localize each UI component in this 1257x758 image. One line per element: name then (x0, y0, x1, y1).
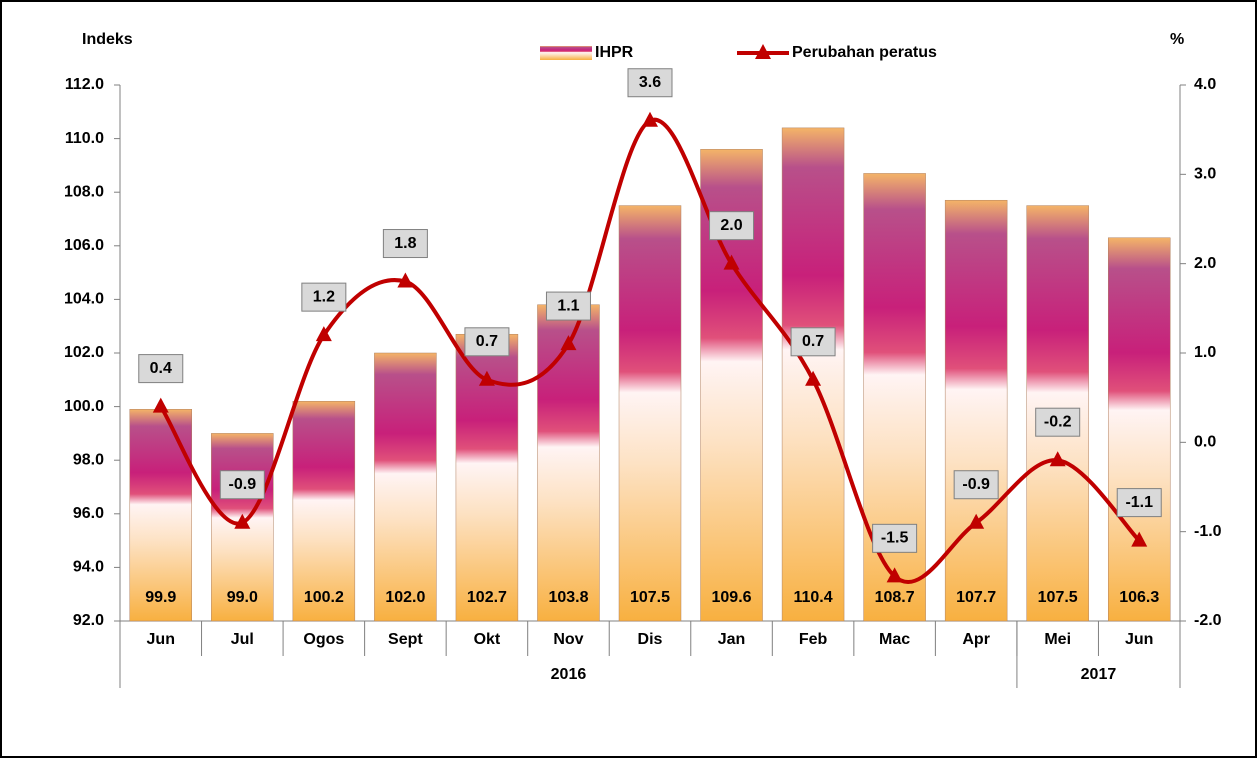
line-marker (968, 513, 985, 529)
line-marker (886, 567, 903, 583)
y2-tick-label: 1.0 (1194, 344, 1216, 361)
line-value-label: -0.2 (1044, 413, 1072, 430)
legend-marker (755, 44, 771, 59)
y2-tick-label: -1.0 (1194, 523, 1222, 540)
x-tick-label: Nov (553, 631, 583, 648)
y-tick-label: 96.0 (73, 505, 104, 522)
x-tick-label: Apr (962, 631, 990, 648)
line-marker (723, 254, 740, 270)
line-marker (478, 370, 495, 386)
x-tick-label: Ogos (303, 631, 344, 648)
bar (374, 352, 437, 622)
line-value-label: 3.6 (639, 74, 661, 91)
value-label-box (301, 282, 347, 312)
value-label-box (1035, 407, 1081, 437)
y2-tick-label: -2.0 (1194, 612, 1222, 629)
line-marker (397, 272, 414, 288)
bar-value-label: 100.2 (304, 589, 344, 606)
x-tick-label: Jul (231, 631, 254, 648)
line-value-label: -1.1 (1125, 494, 1153, 511)
y-axis-label: Indeks (82, 31, 133, 48)
line-marker (642, 111, 658, 127)
line-marker (152, 397, 169, 413)
x-tick-label: Okt (474, 631, 501, 648)
bar-value-label: 106.3 (1119, 589, 1159, 606)
legend-swatch (540, 46, 592, 60)
bar-value-label: 107.5 (630, 589, 670, 606)
x-tick-label: Jun (147, 631, 175, 648)
y-tick-label: 106.0 (64, 237, 104, 254)
x-tick-label: Feb (799, 631, 828, 648)
line-value-label: 1.1 (557, 297, 579, 314)
y-tick-label: 100.0 (64, 398, 104, 415)
x-tick-label: Dis (638, 631, 663, 648)
x-tick-label: Mac (879, 631, 910, 648)
value-label-box (138, 354, 184, 384)
bar-value-label: 103.8 (548, 589, 588, 606)
value-label-box (464, 327, 510, 357)
bar (537, 304, 600, 622)
bar-value-label: 108.7 (875, 589, 915, 606)
x-tick-label: Jun (1125, 631, 1153, 648)
y2-tick-label: 4.0 (1194, 76, 1216, 93)
y-tick-label: 94.0 (73, 559, 104, 576)
value-label-box (382, 229, 428, 259)
line-value-label: 2.0 (720, 217, 742, 234)
y-tick-label: 108.0 (64, 183, 104, 200)
bar-value-label: 102.7 (467, 589, 507, 606)
y2-tick-label: 3.0 (1194, 166, 1216, 183)
line-marker (1049, 451, 1066, 467)
line-value-label: -0.9 (229, 476, 257, 493)
line-marker (560, 335, 577, 351)
bar-value-label: 102.0 (385, 589, 425, 606)
value-label-box (709, 211, 755, 241)
bar-value-label: 99.9 (145, 589, 176, 606)
value-label-box (790, 327, 836, 357)
x-tick-label: Jan (718, 631, 746, 648)
y-tick-label: 98.0 (73, 451, 104, 468)
y2-axis-label: % (1170, 31, 1184, 48)
line-value-label: 1.8 (394, 235, 416, 252)
bar (863, 173, 926, 622)
x-tick-label: Sept (388, 631, 423, 648)
bar-value-label: 107.5 (1038, 589, 1078, 606)
bar (292, 400, 356, 622)
line-marker (234, 513, 251, 529)
value-label-box (1116, 488, 1162, 518)
y-tick-label: 110.0 (65, 130, 104, 147)
bar (1107, 237, 1171, 622)
x-group-label: 2017 (1081, 666, 1117, 683)
bar-value-label: 110.4 (793, 589, 832, 606)
y-tick-label: 104.0 (64, 291, 104, 308)
value-label-box (872, 523, 918, 553)
line-marker (315, 326, 332, 342)
bar-value-label: 99.0 (227, 589, 258, 606)
value-label-box (627, 68, 673, 98)
y-tick-label: 102.0 (64, 344, 104, 361)
line-value-label: 0.7 (802, 333, 824, 350)
line-value-label: 0.4 (150, 360, 172, 377)
bar (944, 199, 1008, 622)
bar-value-label: 107.7 (956, 589, 996, 606)
bar-value-label: 109.6 (712, 589, 752, 606)
value-label-box (219, 470, 265, 500)
line-value-label: 1.2 (313, 288, 335, 305)
line-marker (805, 370, 822, 386)
y-tick-label: 112.0 (65, 76, 104, 93)
x-tick-label: Mei (1044, 631, 1071, 648)
y-tick-label: 92.0 (73, 612, 104, 629)
line-value-label: 0.7 (476, 333, 498, 350)
value-label-box (953, 470, 999, 500)
line-marker (1131, 531, 1148, 547)
value-label-box (545, 291, 591, 321)
legend-label: IHPR (595, 44, 634, 61)
x-group-label: 2016 (551, 666, 587, 683)
legend-label: Perubahan peratus (792, 44, 937, 61)
bar (618, 205, 682, 622)
line-value-label: -0.9 (962, 476, 990, 493)
y2-tick-label: 2.0 (1194, 255, 1216, 272)
line-value-label: -1.5 (881, 530, 909, 547)
y2-tick-label: 0.0 (1194, 434, 1216, 451)
